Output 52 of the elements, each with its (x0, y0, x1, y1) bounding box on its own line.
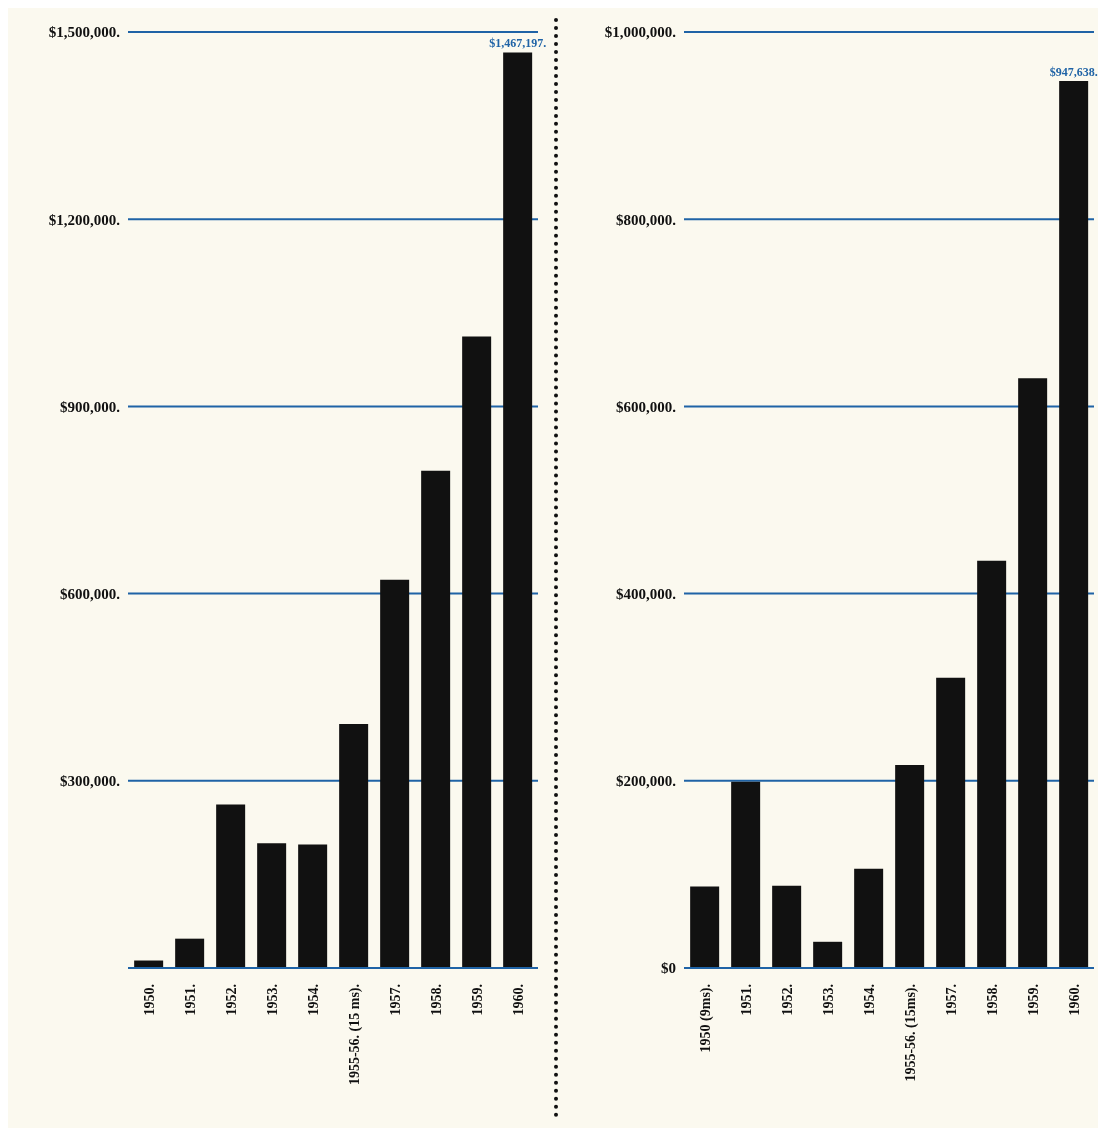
y-tick-label: $400,000. (616, 585, 677, 602)
y-tick-label: $200,000. (616, 773, 677, 790)
bar (854, 868, 884, 968)
x-tick-label: 1955-56. (15ms). (902, 984, 919, 1082)
bar (298, 844, 328, 968)
bar (772, 885, 802, 968)
bar (1059, 81, 1089, 968)
x-tick-label: 1951. (182, 984, 198, 1016)
x-tick-label: 1954. (861, 984, 877, 1016)
x-tick-label: 1957. (943, 984, 959, 1016)
y-tick-label: $600,000. (60, 585, 121, 602)
data-label: $1,467,197. (489, 36, 547, 51)
x-tick-label: 1960. (510, 984, 526, 1016)
bar (813, 941, 843, 968)
bar (380, 579, 410, 968)
bar (257, 843, 287, 968)
x-tick-label: 1958. (984, 984, 1000, 1016)
x-tick-label: 1959. (1025, 984, 1041, 1016)
x-tick-label: 1950. (141, 984, 157, 1016)
bar (216, 804, 246, 968)
bar (690, 886, 720, 968)
bar (503, 52, 533, 968)
x-tick-label: 1953. (264, 984, 280, 1016)
x-tick-label: 1954. (305, 984, 321, 1016)
y-tick-label: $1,500,000. (48, 24, 121, 41)
bar (977, 560, 1007, 968)
x-tick-label: 1955-56. (15 ms). (346, 984, 363, 1086)
y-tick-label: $1,000,000. (604, 24, 677, 41)
y-tick-label: $900,000. (60, 398, 121, 415)
y-tick-label: $300,000. (60, 773, 121, 790)
x-tick-label: 1951. (738, 984, 754, 1016)
bar (421, 470, 451, 968)
x-tick-label: 1958. (428, 984, 444, 1016)
x-tick-label: 1960. (1066, 984, 1082, 1016)
x-tick-label: 1952. (779, 984, 795, 1016)
bar (462, 336, 492, 968)
bar (936, 677, 966, 968)
bar (895, 764, 925, 968)
y-tick-label: $0 (661, 960, 676, 977)
y-tick-label: $600,000. (616, 398, 677, 415)
data-label: $947,638. (1049, 65, 1098, 80)
x-tick-label: 1952. (223, 984, 239, 1016)
x-tick-label: 1950 (9ms). (697, 984, 714, 1053)
y-tick-label: $800,000. (616, 211, 677, 228)
bar (1018, 378, 1048, 968)
bar (175, 938, 205, 968)
x-tick-label: 1959. (469, 984, 485, 1016)
x-tick-label: 1953. (820, 984, 836, 1016)
bar (339, 724, 369, 968)
y-tick-label: $1,200,000. (48, 211, 121, 228)
x-tick-label: 1957. (387, 984, 403, 1016)
bar (731, 781, 761, 968)
